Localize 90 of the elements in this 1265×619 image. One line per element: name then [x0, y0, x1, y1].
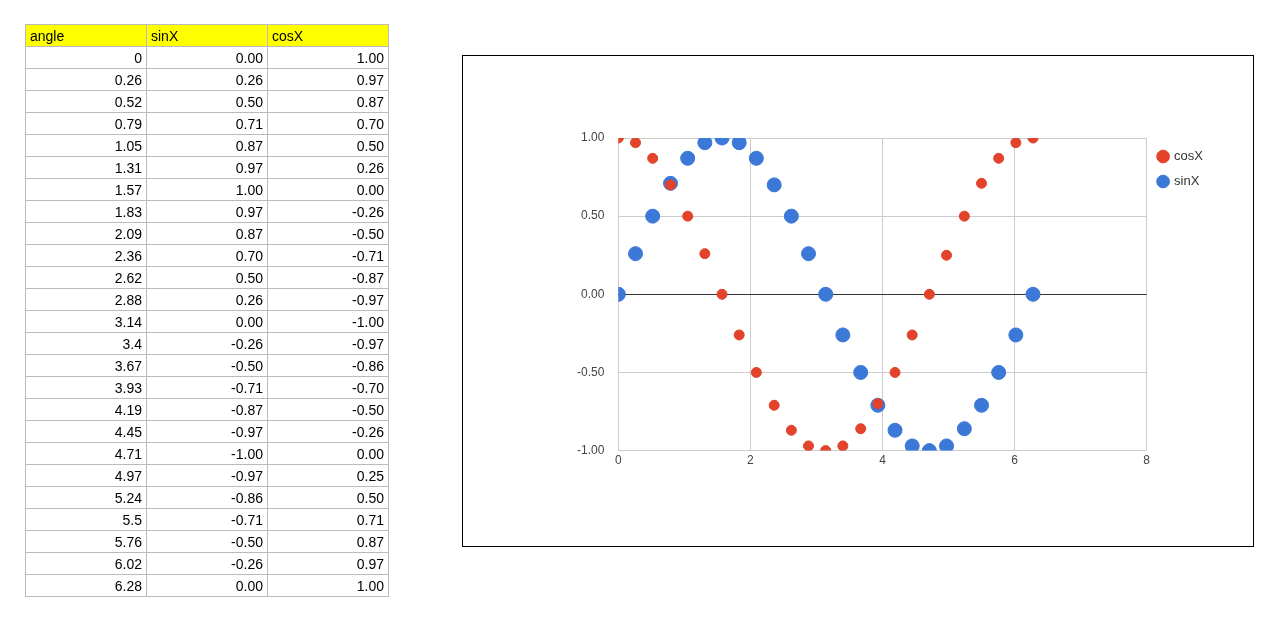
text: -0.86 [146, 486, 268, 509]
text: 4.45 [25, 420, 147, 443]
text: 1.31 [25, 156, 147, 179]
text: 2.62 [25, 266, 147, 289]
text: -0.71 [146, 508, 268, 531]
legend-label: cosX [1174, 148, 1204, 164]
text: 4.71 [25, 442, 147, 465]
text: 1.00 [267, 46, 389, 69]
text: -0.97 [267, 288, 389, 311]
text: 0.25 [267, 464, 389, 487]
legend-label: sinX [1174, 173, 1200, 189]
text: 0.87 [146, 222, 268, 245]
y-tick-label: 0.50 [580, 208, 605, 223]
text: 0.97 [267, 552, 389, 575]
text: 0.50 [267, 134, 389, 157]
text: 0.00 [267, 442, 389, 465]
text: 0.71 [267, 508, 389, 531]
text: -0.26 [267, 420, 389, 443]
text: -0.97 [146, 420, 268, 443]
text: -0.26 [146, 332, 268, 355]
y-tick-label: 0.00 [580, 286, 605, 301]
text: 0.50 [146, 90, 268, 113]
text: 0.26 [146, 288, 268, 311]
text: -0.87 [146, 398, 268, 421]
text: -0.97 [267, 332, 389, 355]
x-tick-label: 4 [879, 453, 887, 468]
x-tick-label: 2 [747, 453, 755, 468]
text: 5.5 [25, 508, 147, 531]
text: -1.00 [146, 442, 268, 465]
x-tick-label: 0 [615, 453, 623, 468]
text: sinX [146, 24, 268, 47]
y-tick-label: -0.50 [576, 364, 605, 379]
text: -0.70 [267, 376, 389, 399]
text: -0.97 [146, 464, 268, 487]
text: -0.50 [146, 530, 268, 553]
text: -0.26 [146, 552, 268, 575]
text: 1.05 [25, 134, 147, 157]
text: angle [25, 24, 147, 47]
text: 0.79 [25, 112, 147, 135]
y-tick-label: 1.00 [580, 130, 605, 145]
text: -0.50 [267, 222, 389, 245]
text: 0.26 [146, 68, 268, 91]
text: 2.36 [25, 244, 147, 267]
text: -0.50 [146, 354, 268, 377]
text: 1.00 [146, 178, 268, 201]
text: -0.26 [267, 200, 389, 223]
text: 6.02 [25, 552, 147, 575]
text: 0.70 [146, 244, 268, 267]
text: 0.87 [267, 530, 389, 553]
text: -0.87 [267, 266, 389, 289]
x-tick-label: 6 [1011, 453, 1019, 468]
text: 4.97 [25, 464, 147, 487]
text: 0.00 [267, 178, 389, 201]
text: 0.00 [146, 46, 268, 69]
text: 0.87 [267, 90, 389, 113]
text: -0.71 [267, 244, 389, 267]
text: 0.97 [146, 200, 268, 223]
text: 2.88 [25, 288, 147, 311]
text: 0.50 [146, 266, 268, 289]
text: 0.52 [25, 90, 147, 113]
text: 3.4 [25, 332, 147, 355]
text: 5.76 [25, 530, 147, 553]
text: 0.26 [25, 68, 147, 91]
text: 0.00 [146, 574, 268, 597]
text: 1.00 [267, 574, 389, 597]
text: -0.71 [146, 376, 268, 399]
text: 1.83 [25, 200, 147, 223]
text: -0.50 [267, 398, 389, 421]
text: 0.71 [146, 112, 268, 135]
text: 0.26 [267, 156, 389, 179]
text: 0.50 [267, 486, 389, 509]
x-tick-label: 8 [1143, 453, 1151, 468]
text: 3.93 [25, 376, 147, 399]
y-tick-label: -1.00 [576, 442, 605, 457]
text: 3.67 [25, 354, 147, 377]
text: 0 [25, 46, 147, 69]
text: 0.70 [267, 112, 389, 135]
text: cosX [267, 24, 389, 47]
text: 1.57 [25, 178, 147, 201]
text: 0.97 [146, 156, 268, 179]
text: -0.86 [267, 354, 389, 377]
text: 0.97 [267, 68, 389, 91]
text: 0.87 [146, 134, 268, 157]
text: 6.28 [25, 574, 147, 597]
text: 4.19 [25, 398, 147, 421]
text: 2.09 [25, 222, 147, 245]
text: 5.24 [25, 486, 147, 509]
text: 3.14 [25, 310, 147, 333]
text: -1.00 [267, 310, 389, 333]
text: 0.00 [146, 310, 268, 333]
